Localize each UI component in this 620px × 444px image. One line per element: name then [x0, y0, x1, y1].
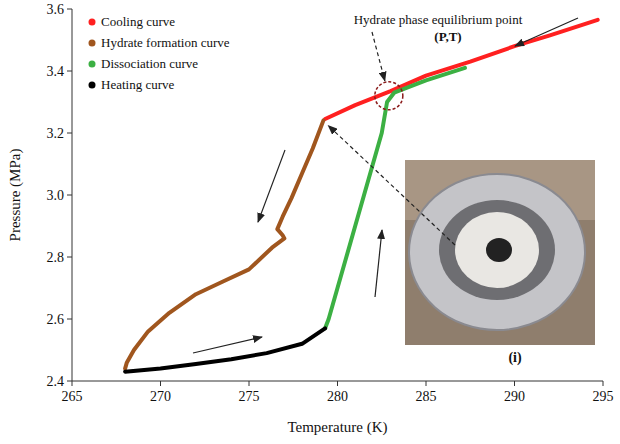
x-tick — [337, 381, 338, 386]
x-tick-label: 285 — [416, 389, 437, 404]
legend-label: Cooling curve — [101, 14, 175, 29]
y-tick-label: 2.8 — [47, 250, 65, 265]
y-tick — [67, 195, 72, 196]
chart: (i) 265 270 275 280 285 290 295 2.4 2.6 2.8 3.0 3.2 3… — [0, 0, 620, 444]
photo-arrow — [328, 126, 455, 245]
x-tick-label: 265 — [62, 389, 83, 404]
photo-ring — [409, 174, 585, 330]
photo-center — [486, 238, 512, 262]
x-tick — [514, 381, 515, 386]
x-tick — [603, 381, 604, 386]
equilibrium-sublabel: (P,T) — [434, 29, 461, 44]
y-tick-label: 3.4 — [47, 64, 65, 79]
x-tick-label: 275 — [239, 389, 260, 404]
legend-swatch — [89, 82, 96, 89]
x-tick-label: 290 — [504, 389, 525, 404]
legend: Cooling curve Hydrate formation curve Diss… — [89, 14, 230, 92]
direction-arrow — [515, 18, 578, 46]
x-tick — [160, 381, 161, 386]
direction-arrow — [375, 230, 382, 297]
y-tick-label: 3.6 — [47, 2, 65, 17]
series-line — [125, 328, 325, 371]
y-tick — [67, 9, 72, 10]
inset-label: (i) — [508, 350, 522, 366]
y-tick — [67, 133, 72, 134]
y-axis-title: Pressure (MPa) — [7, 149, 24, 242]
x-tick-label: 270 — [150, 389, 171, 404]
equilibrium-circle — [375, 82, 403, 110]
series-group — [125, 20, 598, 372]
y-tick — [67, 71, 72, 72]
equilibrium-arrow — [372, 32, 385, 81]
equilibrium-label: Hydrate phase equilibrium point — [354, 12, 523, 27]
photo-bg — [405, 160, 595, 345]
y-tick — [67, 257, 72, 258]
y-tick — [67, 381, 72, 382]
x-tick — [426, 381, 427, 386]
direction-arrow — [193, 337, 262, 353]
y-tick-label: 3.0 — [47, 188, 65, 203]
legend-label: Heating curve — [101, 77, 175, 92]
legend-swatch — [89, 61, 96, 68]
legend-swatch — [89, 19, 96, 26]
y-tick-label: 3.2 — [47, 126, 65, 141]
y-tick — [67, 319, 72, 320]
x-tick — [72, 381, 73, 386]
x-tick-label: 280 — [327, 389, 348, 404]
x-tick-label: 295 — [593, 389, 614, 404]
legend-swatch — [89, 40, 96, 47]
y-tick-label: 2.6 — [47, 312, 65, 327]
series-line — [325, 68, 465, 328]
photo-hydrate — [455, 212, 539, 288]
direction-arrow — [258, 150, 285, 222]
series-line — [125, 121, 323, 369]
legend-label: Dissociation curve — [101, 56, 198, 71]
x-tick — [249, 381, 250, 386]
photo-cell — [439, 200, 555, 300]
y-tick-label: 2.4 — [47, 374, 65, 389]
x-axis-title: Temperature (K) — [287, 419, 387, 436]
photo-inset — [405, 160, 595, 345]
legend-label: Hydrate formation curve — [101, 35, 230, 50]
